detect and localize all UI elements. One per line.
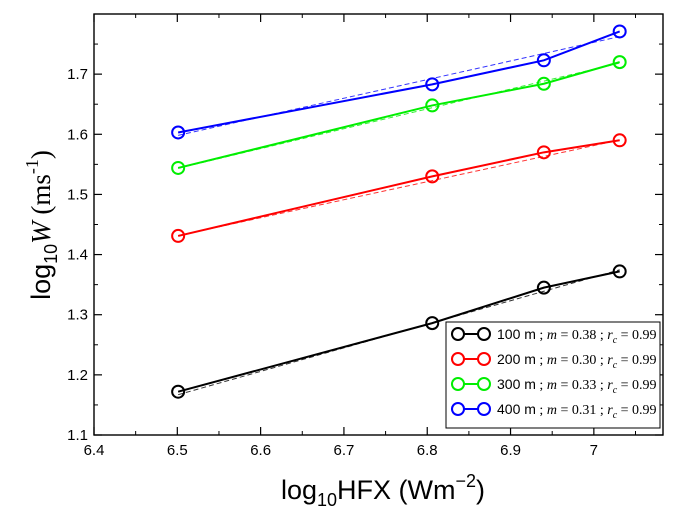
series-line bbox=[177, 30, 621, 134]
data-point bbox=[612, 133, 627, 148]
legend-items: 100 m ; m = 0.38 ; rc = 0.99 200 m ; m = … bbox=[451, 326, 657, 421]
y-tick-label: 1.2 bbox=[67, 367, 88, 384]
data-point bbox=[536, 280, 551, 295]
data-point bbox=[612, 264, 627, 279]
x-axis-ticks: 6.4 6.5 6.6 6.7 6.8 6.9 7 bbox=[84, 14, 637, 459]
legend-marker bbox=[477, 402, 491, 416]
data-point bbox=[536, 145, 551, 160]
y-tick-label: 1.1 bbox=[67, 427, 88, 444]
data-point bbox=[425, 77, 440, 92]
y-axis-title-base: log bbox=[26, 264, 56, 300]
x-axis-title-close: ) bbox=[476, 475, 485, 505]
data-point bbox=[536, 53, 551, 68]
y-axis-title-close: ) bbox=[26, 150, 56, 159]
x-tick-label: 6.4 bbox=[84, 442, 105, 459]
legend-marker bbox=[451, 377, 465, 391]
data-point bbox=[425, 316, 440, 331]
y-axis-title: log10W (ms-1) bbox=[22, 150, 61, 300]
y-axis-ticks: 1.1 1.2 1.3 1.4 1.5 1.6 1.7 bbox=[67, 43, 663, 444]
legend-label: 300 m ; m = 0.33 ; rc = 0.99 bbox=[497, 376, 657, 396]
x-tick-label: 6.5 bbox=[167, 442, 188, 459]
y-tick-label: 1.7 bbox=[67, 66, 88, 83]
x-tick-label: 7 bbox=[590, 442, 598, 459]
data-point bbox=[536, 76, 551, 91]
y-axis-title-sup: -1 bbox=[22, 159, 42, 174]
x-tick-label: 6.6 bbox=[250, 442, 271, 459]
series-line bbox=[177, 270, 620, 393]
x-tick-label: 6.9 bbox=[500, 442, 521, 459]
y-tick-label: 1.6 bbox=[67, 126, 88, 143]
fit-line bbox=[178, 36, 620, 136]
data-point bbox=[171, 160, 186, 175]
data-series bbox=[171, 24, 627, 399]
fit-line bbox=[178, 139, 620, 237]
y-axis-title-var: W bbox=[26, 219, 56, 244]
data-point bbox=[425, 169, 440, 184]
x-axis-title-sub: 10 bbox=[317, 490, 337, 507]
legend-marker bbox=[477, 377, 491, 391]
data-point bbox=[612, 24, 627, 39]
legend-marker bbox=[477, 352, 491, 366]
y-tick-label: 1.3 bbox=[67, 307, 88, 324]
y-axis-title-sub: 10 bbox=[41, 244, 61, 264]
x-tick-label: 6.8 bbox=[417, 442, 438, 459]
series-line bbox=[177, 139, 620, 237]
x-axis-title-sup: −2 bbox=[456, 471, 477, 491]
legend-label: 100 m ; m = 0.38 ; rc = 0.99 bbox=[497, 326, 657, 346]
data-point bbox=[612, 55, 627, 70]
y-tick-label: 1.5 bbox=[67, 186, 88, 203]
series-line bbox=[177, 61, 620, 169]
fit-line bbox=[178, 62, 620, 169]
legend-label: 400 m ; m = 0.31 ; rc = 0.99 bbox=[497, 401, 657, 421]
data-point bbox=[171, 384, 186, 399]
data-point bbox=[171, 125, 186, 140]
data-point bbox=[425, 98, 440, 113]
x-axis-title: log10HFX (Wm−2) bbox=[281, 471, 485, 507]
legend-marker bbox=[451, 352, 465, 366]
y-axis-title-main: (ms bbox=[26, 174, 56, 221]
x-axis-title-main: HFX (Wm bbox=[337, 475, 455, 505]
x-tick-label: 6.7 bbox=[333, 442, 354, 459]
legend-label: 200 m ; m = 0.30 ; rc = 0.99 bbox=[497, 351, 657, 371]
y-tick-label: 1.4 bbox=[67, 247, 88, 264]
legend: 100 m ; m = 0.38 ; rc = 0.99 200 m ; m = … bbox=[445, 321, 661, 429]
legend-marker bbox=[451, 402, 465, 416]
data-point bbox=[171, 228, 186, 243]
legend-marker bbox=[477, 327, 491, 341]
legend-marker bbox=[451, 327, 465, 341]
x-axis-title-base: log bbox=[281, 475, 317, 505]
